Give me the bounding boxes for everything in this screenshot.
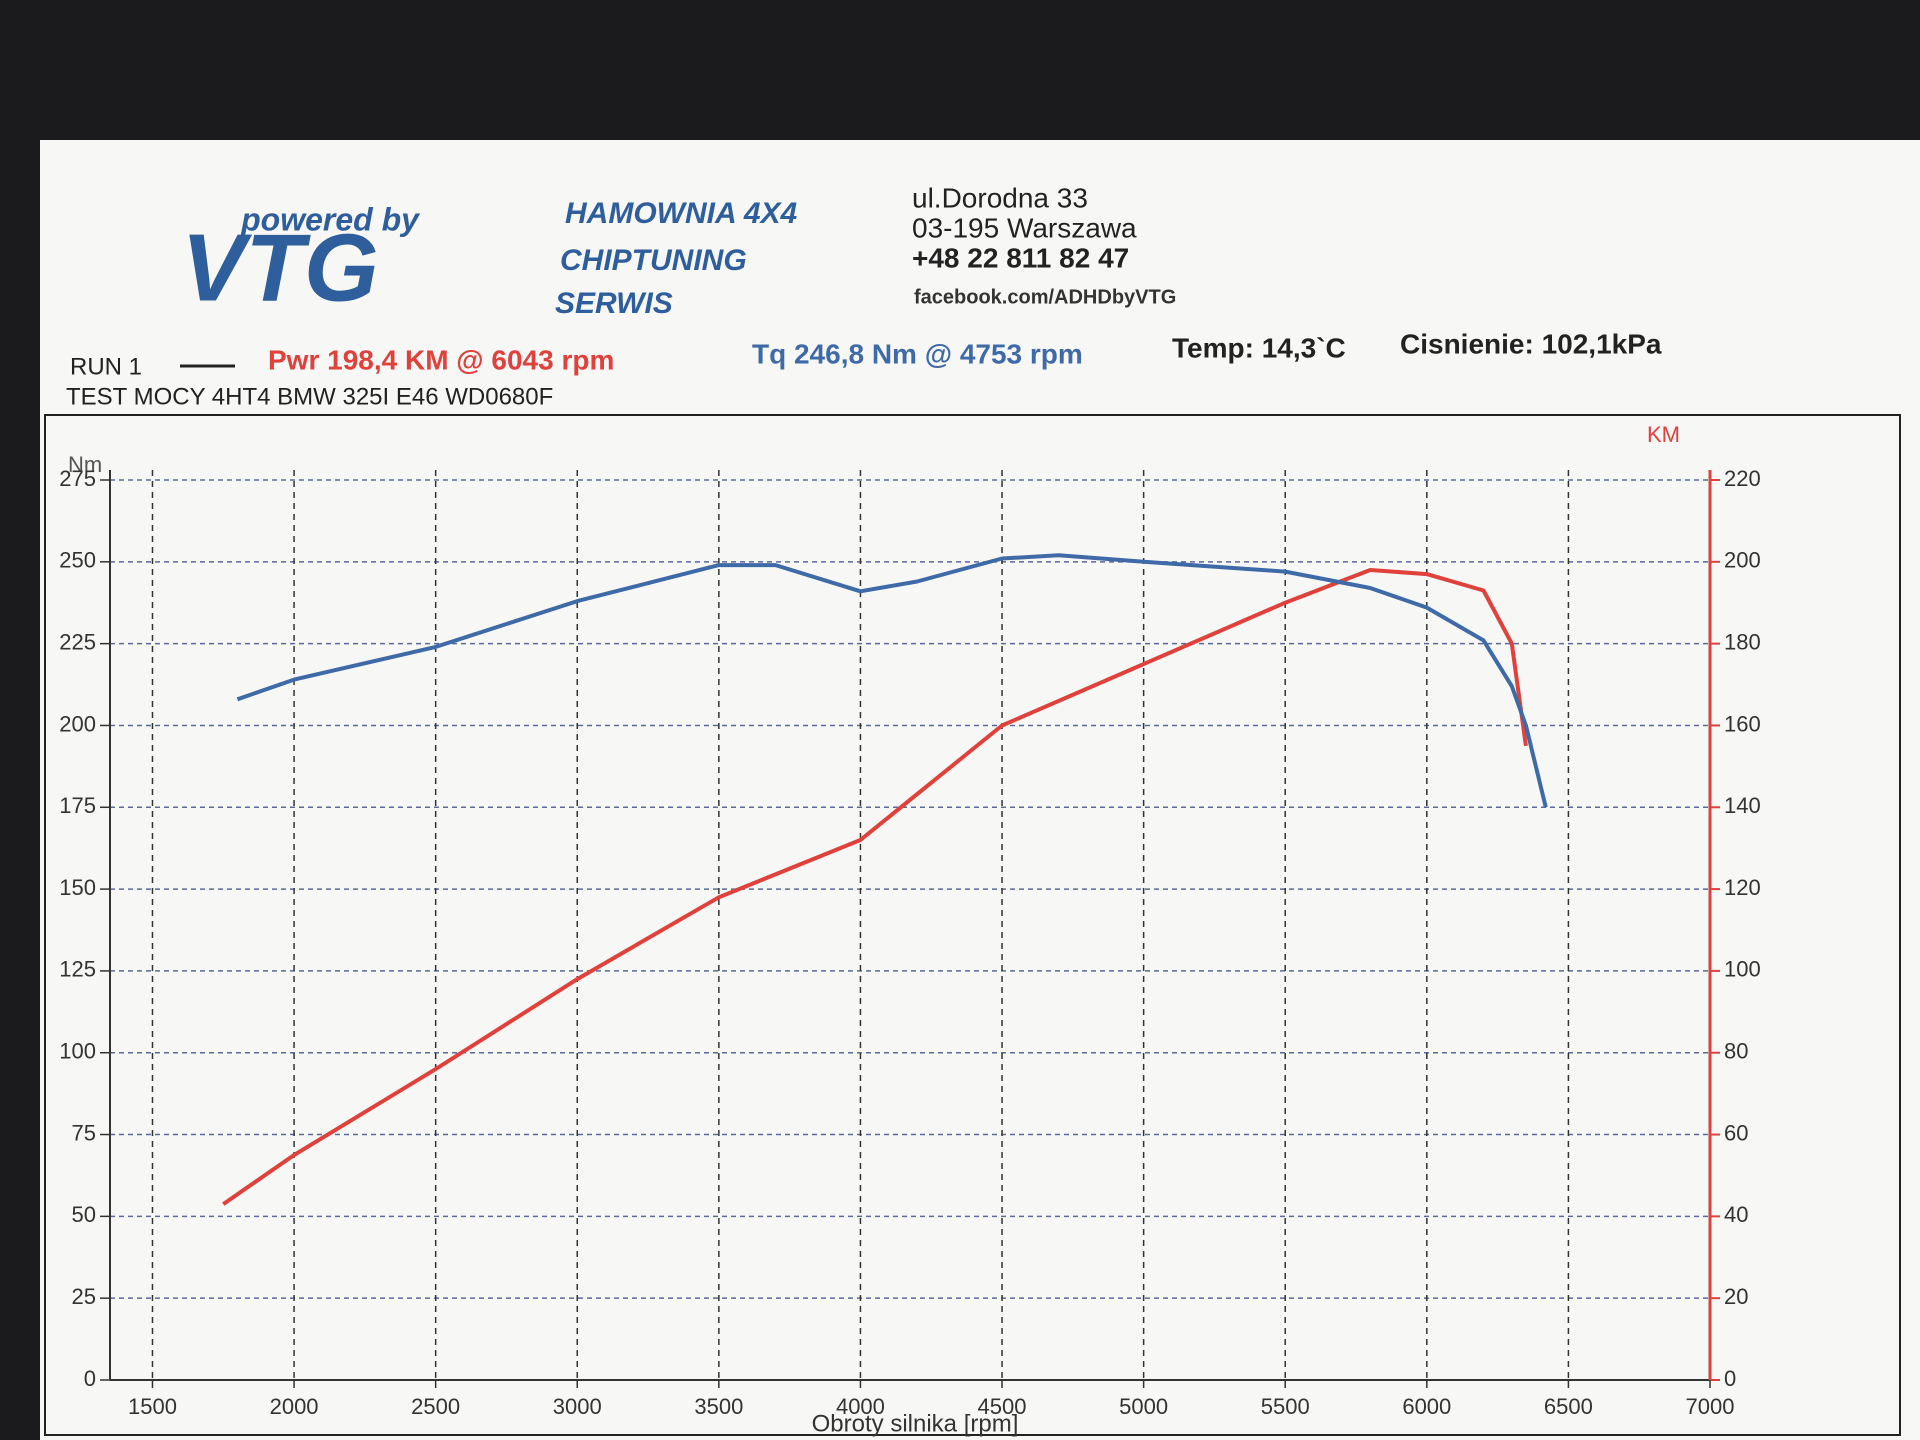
x-tick-label: 4500 bbox=[978, 1394, 1027, 1419]
y2-tick-label: 120 bbox=[1724, 875, 1761, 900]
y-axis-unit: Nm bbox=[68, 452, 102, 477]
y-tick-label: 75 bbox=[72, 1120, 96, 1145]
legend-entry: Pwr 198,4 KM @ 6043 rpm bbox=[268, 344, 614, 375]
y2-tick-label: 100 bbox=[1724, 957, 1761, 982]
run-label: RUN 1 bbox=[70, 353, 142, 380]
series-line bbox=[236, 553, 1548, 808]
service: SERWIS bbox=[555, 287, 673, 320]
service: CHIPTUNING bbox=[560, 244, 747, 277]
chart-frame bbox=[44, 414, 1901, 1436]
y2-tick-label: 140 bbox=[1724, 793, 1761, 818]
pressure: Cisnienie: 102,1kPa bbox=[1400, 328, 1662, 359]
x-tick-label: 3500 bbox=[694, 1394, 743, 1419]
tagline: powered by bbox=[240, 201, 421, 237]
chart-title: TEST MOCY 4HT4 BMW 325I E46 WD0680F bbox=[66, 383, 553, 410]
y2-axis-unit: KM bbox=[1647, 422, 1680, 447]
y2-tick-label: 180 bbox=[1724, 629, 1761, 654]
service: HAMOWNIA 4X4 bbox=[565, 197, 798, 230]
x-tick-label: 3000 bbox=[553, 1394, 602, 1419]
series-line bbox=[222, 568, 1528, 1206]
y-tick-label: 250 bbox=[59, 548, 96, 573]
x-tick-label: 2000 bbox=[270, 1394, 319, 1419]
y2-tick-label: 220 bbox=[1724, 466, 1761, 491]
y-tick-label: 50 bbox=[72, 1202, 96, 1227]
y-tick-label: 150 bbox=[59, 875, 96, 900]
y2-tick-label: 0 bbox=[1724, 1366, 1736, 1391]
y2-tick-label: 40 bbox=[1724, 1202, 1748, 1227]
y-tick-label: 0 bbox=[84, 1366, 96, 1391]
y-tick-label: 125 bbox=[59, 957, 96, 982]
paper bbox=[40, 140, 1920, 1440]
y-tick-label: 25 bbox=[72, 1284, 96, 1309]
y-tick-label: 200 bbox=[59, 711, 96, 736]
y2-tick-label: 20 bbox=[1724, 1284, 1748, 1309]
y-tick-label: 225 bbox=[59, 629, 96, 654]
address: facebook.com/ADHDbyVTG bbox=[914, 286, 1176, 308]
y2-tick-label: 160 bbox=[1724, 711, 1761, 736]
y2-tick-label: 200 bbox=[1724, 548, 1761, 573]
address: ul.Dorodna 33 bbox=[912, 182, 1088, 213]
x-tick-label: 4000 bbox=[836, 1394, 885, 1419]
y-tick-label: 175 bbox=[59, 793, 96, 818]
y-tick-label: 100 bbox=[59, 1039, 96, 1064]
address: +48 22 811 82 47 bbox=[912, 242, 1129, 273]
x-tick-label: 6500 bbox=[1544, 1394, 1593, 1419]
x-tick-label: 6000 bbox=[1402, 1394, 1451, 1419]
legend-entry: Tq 246,8 Nm @ 4753 rpm bbox=[752, 338, 1083, 369]
address: 03-195 Warszawa bbox=[912, 212, 1137, 243]
x-tick-label: 2500 bbox=[411, 1394, 460, 1419]
x-tick-label: 5000 bbox=[1119, 1394, 1168, 1419]
logo: VTG bbox=[181, 214, 378, 321]
x-tick-label: 1500 bbox=[128, 1394, 177, 1419]
x-tick-label: 7000 bbox=[1686, 1394, 1735, 1419]
temp: Temp: 14,3`C bbox=[1172, 332, 1346, 363]
y2-tick-label: 60 bbox=[1724, 1120, 1748, 1145]
x-axis-label: Obroty silnika [rpm] bbox=[812, 1410, 1019, 1437]
x-tick-label: 5500 bbox=[1261, 1394, 1310, 1419]
y2-tick-label: 80 bbox=[1724, 1039, 1748, 1064]
y-tick-label: 275 bbox=[59, 466, 96, 491]
